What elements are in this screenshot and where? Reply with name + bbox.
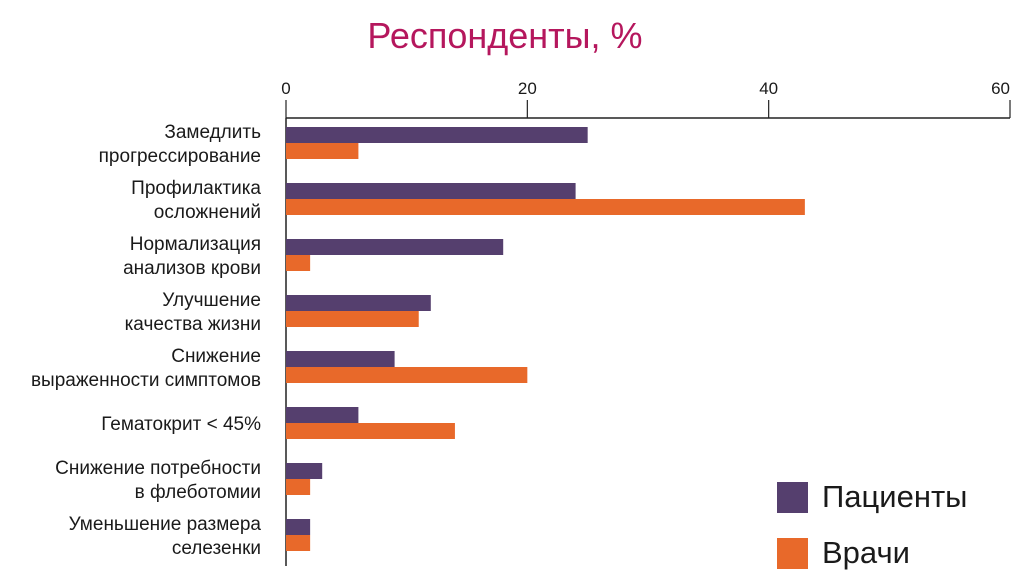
bar-patients bbox=[286, 127, 588, 143]
chart-title: Респонденты, % bbox=[367, 15, 643, 56]
category-label: Уменьшение размера bbox=[69, 514, 262, 535]
x-tick-label: 60 bbox=[991, 79, 1010, 98]
legend-swatch-doctors bbox=[777, 537, 808, 569]
category-label: Улучшение bbox=[162, 290, 261, 311]
category-label: анализов крови bbox=[123, 258, 261, 279]
bar-doctors bbox=[286, 423, 455, 439]
category-label: Профилактика bbox=[131, 178, 261, 199]
bar-doctors bbox=[286, 311, 419, 327]
category-label: в флеботомии bbox=[135, 482, 261, 503]
category-label: Снижение потребности bbox=[55, 458, 261, 479]
legend-item-patients: Пациенты bbox=[777, 476, 967, 518]
x-tick-label: 40 bbox=[759, 79, 778, 98]
bar-doctors bbox=[286, 479, 311, 495]
category-label: осложнений bbox=[154, 202, 261, 223]
bar-doctors bbox=[286, 255, 311, 271]
bar-patients bbox=[286, 295, 431, 311]
bar-patients bbox=[286, 519, 311, 535]
category-labels: Замедлить прогрессирование Профилактика осл… bbox=[31, 122, 261, 559]
category-label: Гематокрит < 45% bbox=[101, 414, 261, 435]
category-label: селезенки bbox=[172, 538, 261, 559]
bar-patients bbox=[286, 351, 395, 367]
bar-doctors bbox=[286, 367, 528, 383]
bar-doctors bbox=[286, 199, 805, 215]
bar-patients bbox=[286, 183, 576, 199]
x-tick-label: 20 bbox=[518, 79, 537, 98]
category-label: выраженности симптомов bbox=[31, 370, 261, 391]
category-label: Снижение bbox=[171, 346, 261, 367]
legend: Пациенты Врачи bbox=[777, 476, 967, 588]
legend-item-doctors: Врачи bbox=[777, 532, 967, 574]
x-tick-label: 0 bbox=[281, 79, 290, 98]
bar-patients bbox=[286, 239, 504, 255]
bar-patients bbox=[286, 463, 323, 479]
bars bbox=[286, 127, 805, 551]
bar-patients bbox=[286, 407, 359, 423]
category-label: Нормализация bbox=[130, 234, 261, 255]
legend-swatch-patients bbox=[777, 481, 808, 513]
bar-doctors bbox=[286, 535, 311, 551]
category-label: прогрессирование bbox=[99, 146, 261, 167]
x-axis: 0 20 40 60 bbox=[281, 79, 1011, 566]
legend-label-doctors: Врачи bbox=[822, 535, 910, 570]
category-label: Замедлить bbox=[164, 122, 261, 143]
category-label: качества жизни bbox=[125, 314, 261, 335]
bar-doctors bbox=[286, 143, 359, 159]
legend-label-patients: Пациенты bbox=[822, 479, 968, 514]
